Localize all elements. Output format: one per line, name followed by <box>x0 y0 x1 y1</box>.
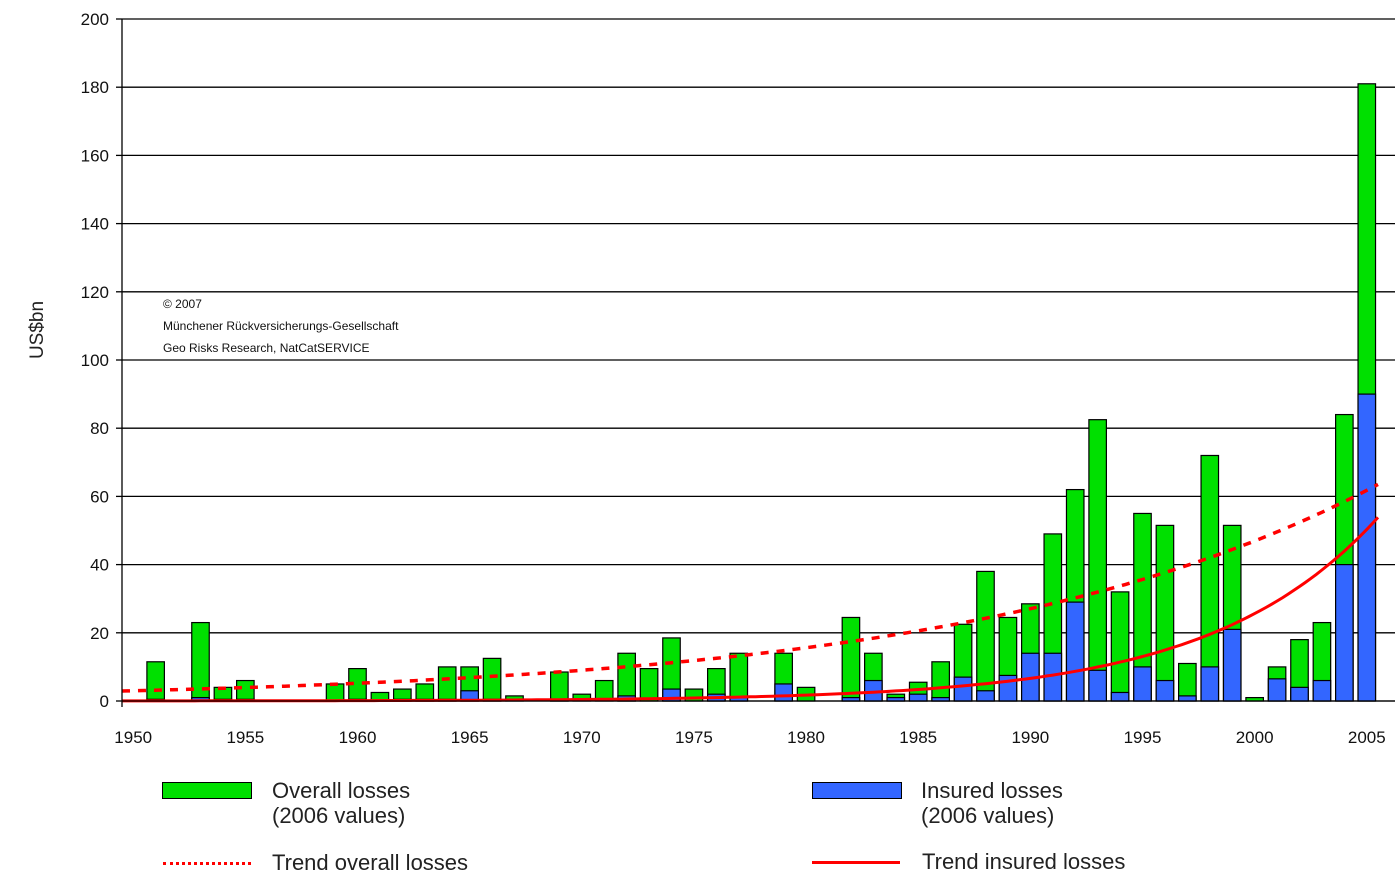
bar-overall-1963 <box>415 683 435 702</box>
x-tick-label: 1950 <box>114 728 152 745</box>
bar-overall-1994 <box>1110 591 1130 702</box>
bar-overall-1959 <box>325 683 345 702</box>
bar-overall-1966 <box>482 657 502 702</box>
bar-insured-2002 <box>1290 686 1309 702</box>
bar-overall-1972 <box>617 652 636 702</box>
x-tick-label: 2005 <box>1348 728 1386 745</box>
bar-overall-1973 <box>639 668 659 702</box>
trend-overall-line <box>121 482 1379 693</box>
bar-overall-1977 <box>729 652 749 702</box>
bar-insured-1987 <box>953 676 973 702</box>
bar-insured-1994 <box>1110 691 1130 702</box>
y-tick-label: 140 <box>81 215 109 234</box>
bar-overall-1996 <box>1155 524 1175 702</box>
axes: 0 20 40 60 80 100 120 140 160 180 200 1950 1955 1960 1… <box>81 10 1395 745</box>
legend-overall-label: Overall losses (2006 values) <box>272 778 410 828</box>
legend-insured-label: Insured losses (2006 values) <box>921 778 1063 828</box>
x-tick-label: 1990 <box>1011 728 1049 745</box>
x-tick-label: 1995 <box>1124 728 1162 745</box>
legend-overall-subtext: (2006 values) <box>272 803 406 828</box>
legend-insured-swatch <box>812 782 902 799</box>
bar-insured-2005 <box>1357 393 1377 702</box>
y-tick-label: 100 <box>81 351 109 370</box>
y-tick-label: 20 <box>90 624 109 643</box>
legend-trend-insured-line <box>812 861 900 864</box>
x-tick-label: 1980 <box>787 728 825 745</box>
y-axis-label: US$bn <box>27 301 48 359</box>
y-tick-label: 120 <box>81 283 109 302</box>
bar-insured-1997 <box>1178 695 1197 702</box>
bar-overall-1969 <box>550 671 569 702</box>
bar-insured-1998 <box>1200 666 1220 702</box>
bar-insured-2004 <box>1335 563 1354 702</box>
bar-insured-1985 <box>908 693 928 702</box>
bar-insured-1995 <box>1133 666 1152 702</box>
bar-overall-1951 <box>146 661 165 702</box>
x-tick-label: 1960 <box>339 728 377 745</box>
bar-overall-1986 <box>931 661 950 702</box>
x-tick-label: 1970 <box>563 728 601 745</box>
bar-insured-1999 <box>1222 628 1242 702</box>
chart: 0 20 40 60 80 100 120 140 160 180 200 1950 1955 1960 1… <box>27 10 1395 745</box>
credit-line-3: Geo Risks Research, NatCatSERVICE <box>163 341 370 355</box>
x-tick-label: 1975 <box>675 728 713 745</box>
x-tick-label: 1955 <box>226 728 264 745</box>
x-tick-label: 2000 <box>1236 728 1274 745</box>
legend-overall-text: Overall losses <box>272 778 411 803</box>
bars <box>146 83 1377 702</box>
bar-insured-1988 <box>976 690 995 702</box>
y-tick-label: 160 <box>81 146 109 165</box>
bar-insured-1996 <box>1155 679 1175 702</box>
legend-trend-overall-label: Trend overall losses <box>272 850 469 875</box>
legend-overall-swatch <box>162 782 252 799</box>
y-tick-label: 80 <box>90 419 109 438</box>
y-tick-label: 180 <box>81 78 109 97</box>
bar-insured-1979 <box>774 683 793 702</box>
grid <box>122 18 1395 702</box>
bar-overall-1964 <box>437 666 457 702</box>
bar-insured-1992 <box>1065 601 1085 702</box>
y-tick-label: 0 <box>100 692 109 711</box>
legend-trend-insured-label: Trend insured losses <box>922 849 1126 874</box>
credit-line-2: Münchener Rückversicherungs-Gesellschaft <box>163 319 399 333</box>
bar-insured-1993 <box>1088 669 1107 702</box>
y-tick-label: 200 <box>81 10 109 29</box>
x-tick-label: 1985 <box>899 728 937 745</box>
legend-insured-subtext: (2006 values) <box>921 803 1055 828</box>
credit-line-1: © 2007 <box>163 297 202 311</box>
bar-insured-2003 <box>1312 679 1332 702</box>
y-tick-label: 60 <box>90 487 109 506</box>
bar-overall-1993 <box>1088 419 1107 702</box>
x-tick-label: 1965 <box>451 728 489 745</box>
legend-trend-overall-line <box>163 862 251 865</box>
bar-insured-2001 <box>1267 678 1287 702</box>
bar-overall-1982 <box>841 616 861 702</box>
legend-insured-text: Insured losses <box>921 778 1063 803</box>
y-tick-label: 40 <box>90 556 109 575</box>
bar-overall-1998 <box>1200 454 1220 702</box>
bar-overall-1955 <box>236 679 255 702</box>
